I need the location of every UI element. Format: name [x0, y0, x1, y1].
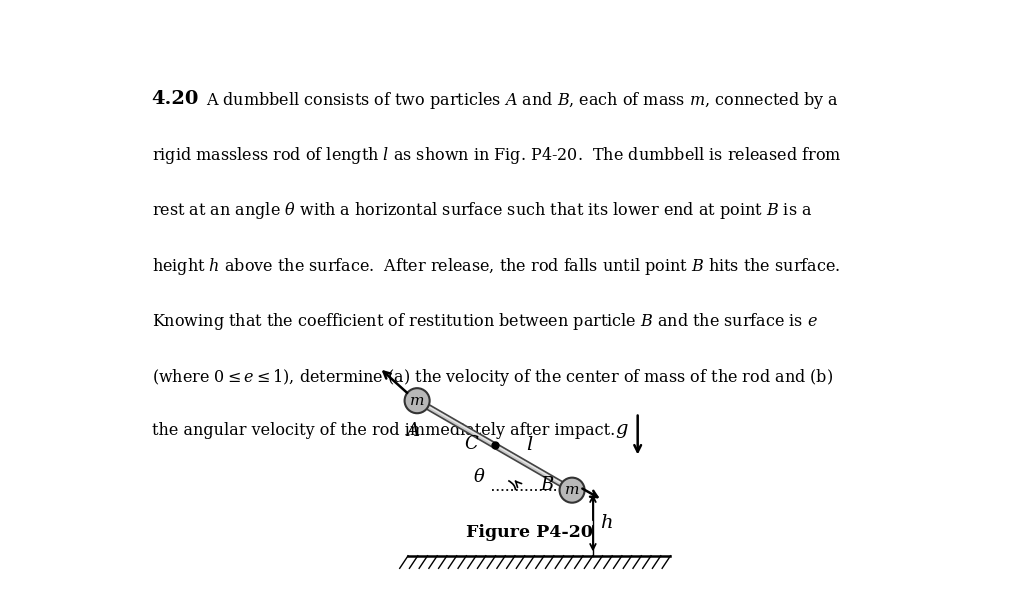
Text: $B$: $B$ — [541, 476, 555, 494]
Text: $C$: $C$ — [464, 435, 480, 453]
Text: $A$: $A$ — [405, 422, 421, 440]
Circle shape — [404, 388, 430, 413]
Text: rigid massless rod of length $l$ as shown in Fig. P4-20.  The dumbbell is releas: rigid massless rod of length $l$ as show… — [152, 145, 841, 166]
Text: (where $0 \leq e \leq 1$), determine (a) the velocity of the center of mass of t: (where $0 \leq e \leq 1$), determine (a)… — [152, 367, 832, 388]
Polygon shape — [416, 398, 572, 490]
Text: $m$: $m$ — [409, 393, 425, 407]
Text: Figure P4-20: Figure P4-20 — [466, 523, 594, 540]
Text: $l$: $l$ — [526, 436, 534, 454]
Text: rest at an angle $\theta$ with a horizontal surface such that its lower end at p: rest at an angle $\theta$ with a horizon… — [152, 201, 812, 221]
Text: Knowing that the coefficient of restitution between particle $B$ and the surface: Knowing that the coefficient of restitut… — [152, 311, 818, 332]
Text: the angular velocity of the rod immediately after impact.: the angular velocity of the rod immediat… — [152, 422, 615, 439]
Text: $\theta$: $\theta$ — [474, 468, 486, 486]
Circle shape — [559, 478, 584, 503]
Text: 4.20: 4.20 — [152, 90, 200, 107]
Text: $m$: $m$ — [565, 483, 580, 497]
Text: $h$: $h$ — [600, 514, 612, 532]
Text: A dumbbell consists of two particles $A$ and $B$, each of mass $m$, connected by: A dumbbell consists of two particles $A$… — [206, 90, 839, 110]
Polygon shape — [415, 396, 575, 495]
Text: height $h$ above the surface.  After release, the rod falls until point $B$ hits: height $h$ above the surface. After rele… — [152, 256, 840, 277]
Text: $g$: $g$ — [615, 422, 629, 440]
